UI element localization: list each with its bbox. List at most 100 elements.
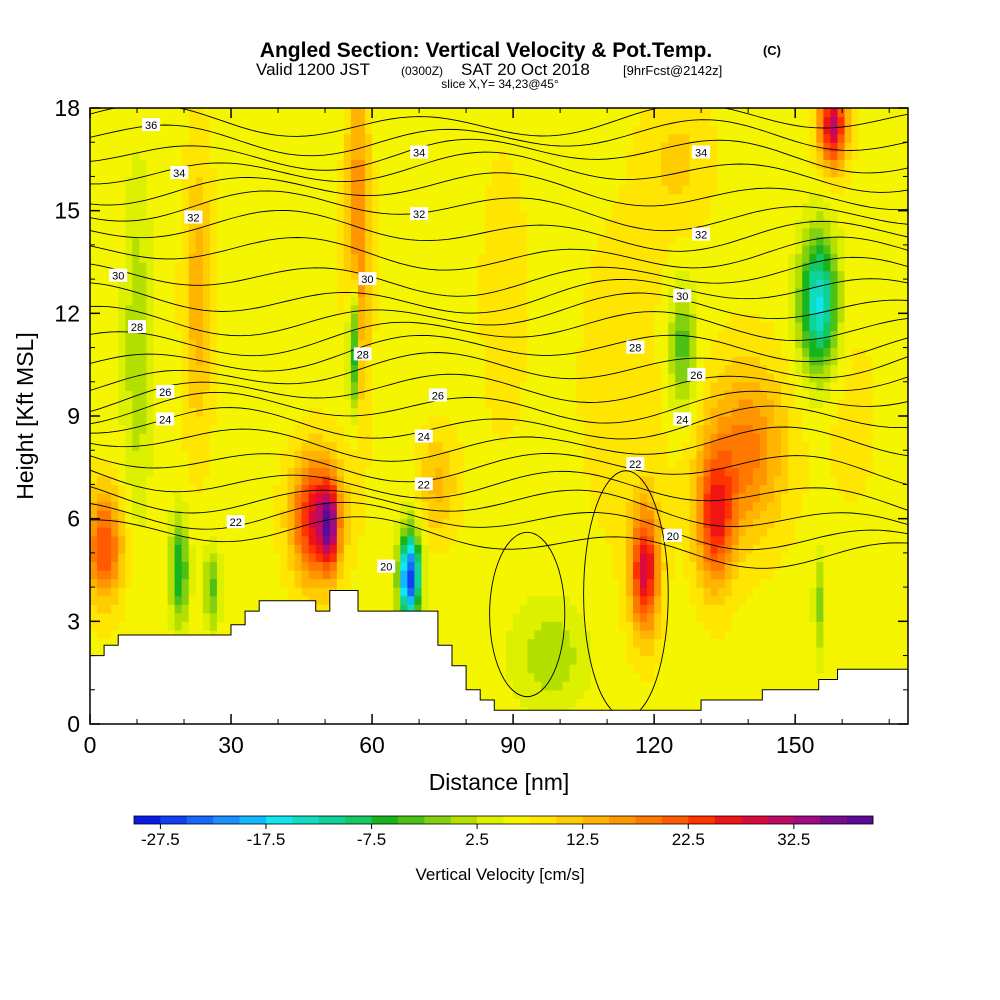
velocity-cell	[618, 535, 627, 545]
velocity-cell	[393, 441, 401, 451]
velocity-cell	[844, 493, 853, 503]
velocity-cell	[238, 475, 246, 486]
velocity-cell	[188, 356, 197, 366]
velocity-cell	[111, 467, 119, 477]
velocity-cell	[223, 535, 232, 545]
velocity-cell	[710, 364, 719, 374]
velocity-cell	[590, 390, 599, 400]
velocity-cell	[209, 381, 218, 391]
velocity-cell	[280, 475, 289, 486]
velocity-cell	[872, 373, 881, 383]
velocity-cell	[379, 518, 387, 528]
velocity-cell	[647, 416, 655, 426]
velocity-cell	[266, 587, 274, 597]
velocity-cell	[668, 638, 676, 648]
velocity-cell	[139, 493, 148, 503]
velocity-cell	[682, 552, 690, 563]
velocity-cell	[738, 373, 747, 383]
velocity-cell	[343, 416, 352, 426]
velocity-cell	[491, 638, 500, 648]
velocity-cell	[139, 398, 148, 409]
velocity-cell	[703, 458, 712, 468]
velocity-cell	[696, 356, 705, 366]
velocity-cell	[174, 467, 183, 477]
velocity-cell	[414, 527, 423, 537]
velocity-cell	[118, 467, 126, 477]
velocity-cell	[167, 527, 176, 537]
velocity-cell	[421, 561, 430, 571]
velocity-cell	[146, 433, 155, 443]
velocity-cell	[590, 398, 599, 409]
velocity-cell	[604, 450, 613, 460]
velocity-cell	[315, 484, 324, 494]
velocity-cell	[809, 527, 817, 537]
velocity-cell	[752, 672, 761, 682]
velocity-cell	[477, 475, 486, 486]
velocity-cell	[548, 664, 557, 674]
velocity-cell	[449, 612, 458, 622]
velocity-cell	[710, 381, 719, 391]
velocity-cell	[245, 433, 253, 443]
velocity-cell	[456, 433, 465, 443]
velocity-cell	[139, 467, 148, 477]
velocity-cell	[766, 647, 775, 657]
velocity-cell	[654, 493, 662, 503]
velocity-cell	[837, 356, 846, 366]
velocity-cell	[759, 587, 768, 597]
velocity-cell	[731, 587, 740, 597]
velocity-cell	[830, 647, 839, 657]
velocity-cell	[597, 638, 606, 648]
velocity-cell	[365, 390, 373, 400]
velocity-cell	[118, 450, 126, 460]
velocity-cell	[689, 433, 698, 443]
velocity-cell	[273, 450, 281, 460]
velocity-cell	[456, 416, 465, 426]
velocity-cell	[809, 364, 817, 374]
velocity-cell	[830, 433, 839, 443]
velocity-cell	[604, 621, 613, 631]
velocity-cell	[632, 527, 641, 537]
velocity-cell	[513, 501, 521, 511]
velocity-cell	[541, 698, 549, 708]
velocity-cell	[216, 390, 225, 400]
velocity-cell	[421, 381, 430, 391]
velocity-cell	[696, 398, 705, 409]
velocity-cell	[357, 493, 366, 503]
velocity-cell	[484, 578, 493, 588]
velocity-cell	[379, 544, 387, 554]
velocity-cell	[717, 381, 726, 391]
velocity-cell	[781, 621, 789, 631]
velocity-cell	[301, 416, 310, 426]
velocity-cell	[195, 587, 204, 597]
velocity-cell	[865, 655, 874, 665]
velocity-cell	[181, 561, 190, 571]
velocity-cell	[308, 433, 317, 443]
velocity-cell	[287, 578, 296, 588]
velocity-cell	[463, 561, 472, 571]
velocity-cell	[604, 552, 613, 563]
velocity-cell	[520, 458, 528, 468]
velocity-cell	[104, 621, 112, 631]
velocity-cell	[689, 484, 698, 494]
velocity-cell	[400, 535, 408, 545]
velocity-cell	[879, 561, 888, 571]
velocity-cell	[555, 398, 564, 409]
velocity-cell	[435, 398, 444, 409]
velocity-cell	[499, 647, 507, 657]
velocity-cell	[738, 518, 747, 528]
velocity-cell	[555, 698, 564, 708]
velocity-cell	[858, 416, 867, 426]
velocity-cell	[301, 467, 310, 477]
velocity-cell	[795, 493, 803, 503]
velocity-cell	[421, 595, 430, 605]
velocity-cell	[865, 433, 874, 443]
velocity-cell	[174, 416, 183, 426]
velocity-cell	[717, 552, 726, 563]
velocity-cell	[534, 475, 542, 486]
velocity-cell	[104, 424, 112, 434]
velocity-cell	[781, 570, 789, 580]
velocity-cell	[766, 527, 775, 537]
velocity-cell	[273, 416, 281, 426]
velocity-cell	[858, 655, 867, 665]
velocity-cell	[259, 518, 267, 528]
